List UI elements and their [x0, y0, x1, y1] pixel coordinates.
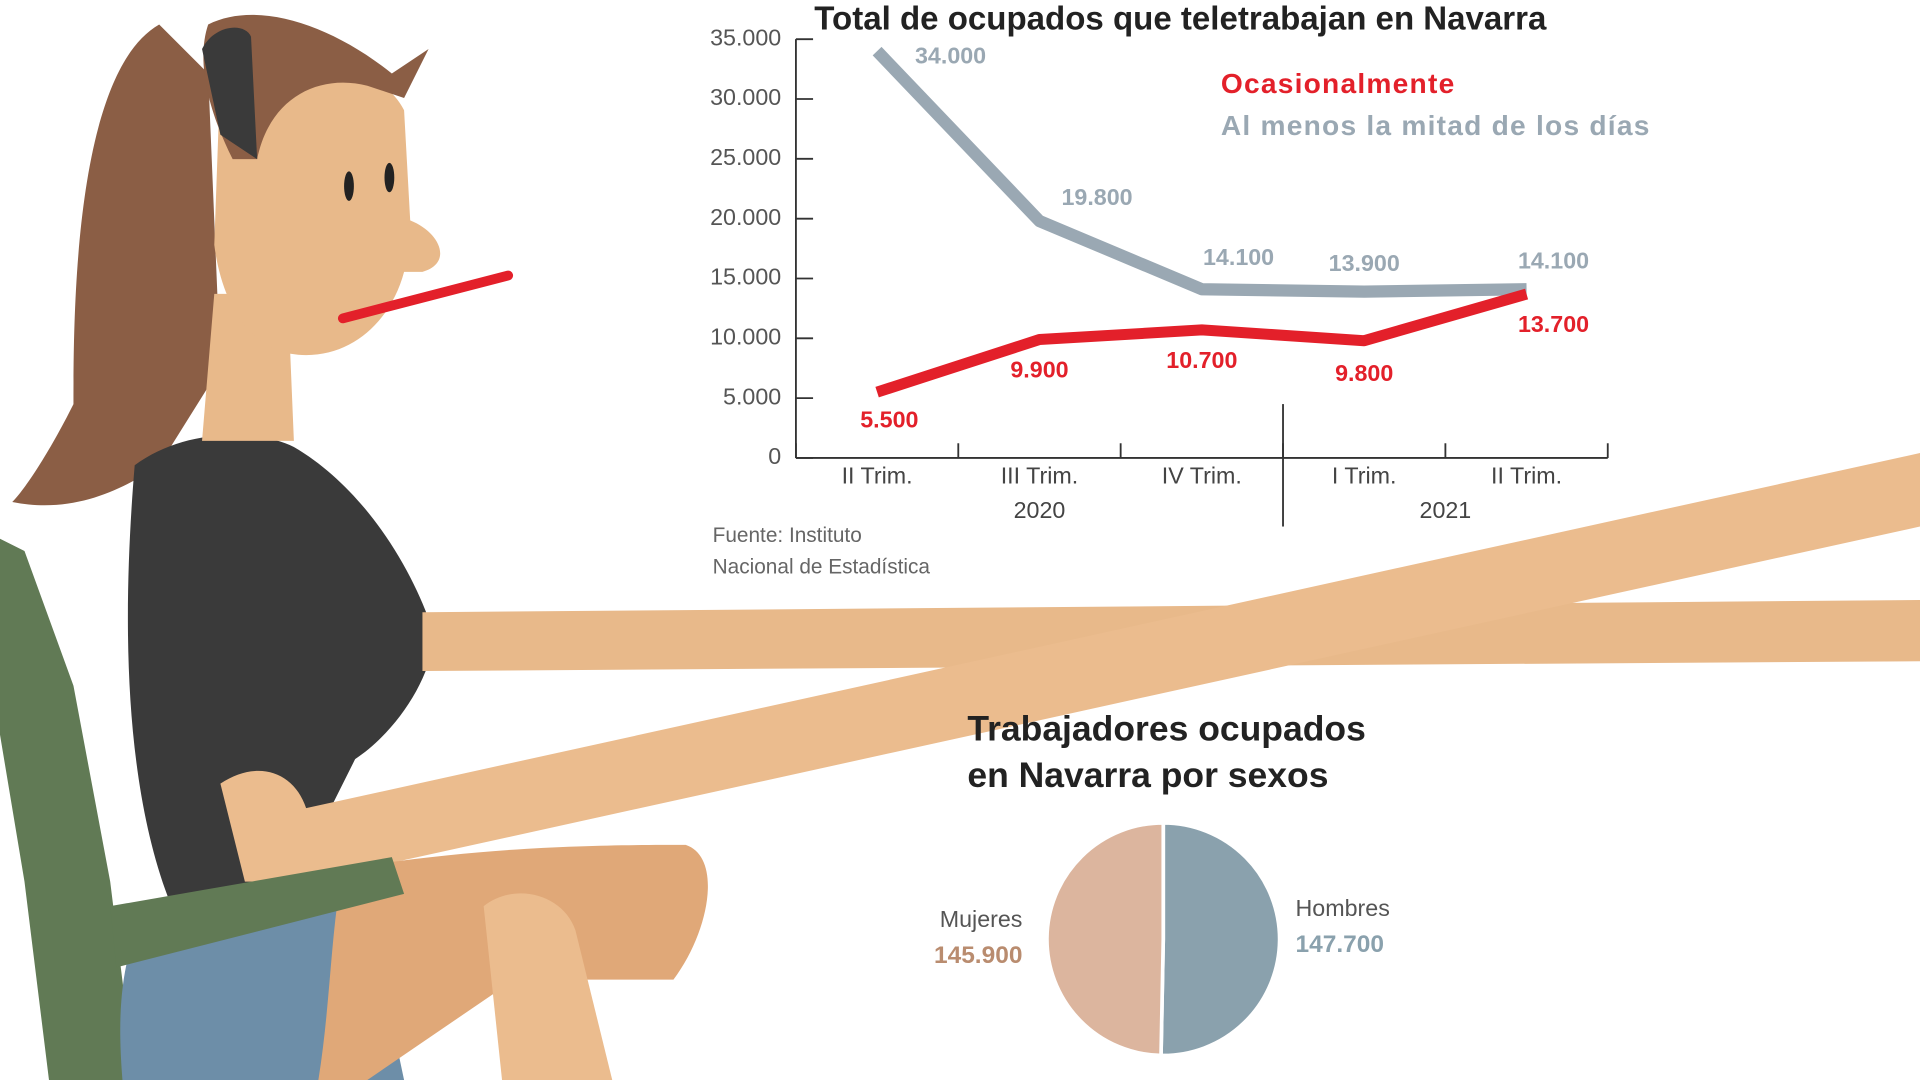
pie-slice — [1159, 821, 1282, 1058]
data-label: 14.100 — [1518, 247, 1589, 273]
chart-title: Total de ocupados que teletrabajan en Na… — [814, 1, 1547, 38]
y-tick-label: 25.000 — [710, 144, 781, 170]
source: Nacional de Estadística — [713, 556, 931, 579]
legend-entry: Al menos la mitad de los días — [1221, 110, 1651, 141]
x-tick-label: I Trim. — [1332, 463, 1397, 489]
eye — [344, 171, 354, 201]
y-tick-label: 35.000 — [710, 24, 781, 50]
year-label: 2021 — [1420, 497, 1472, 523]
y-tick-label: 5.000 — [723, 383, 781, 409]
hair — [12, 24, 221, 506]
series-line — [872, 46, 1527, 298]
pie-label: Mujeres — [940, 906, 1023, 932]
data-label: 5.500 — [860, 407, 918, 433]
charts: Total de ocupados que teletrabajan en Na… — [710, 1, 1651, 1058]
arm — [220, 453, 1920, 882]
eye — [384, 162, 395, 193]
pencil — [337, 270, 514, 324]
series-line — [875, 288, 1529, 398]
x-tick-label: II Trim. — [842, 463, 913, 489]
chart-title: en Navarra por sexos — [967, 755, 1328, 795]
y-tick-label: 20.000 — [710, 204, 781, 230]
hair-top — [203, 14, 429, 160]
pie-value: 145.900 — [934, 942, 1022, 969]
illustration — [0, 14, 1920, 1080]
data-label: 10.700 — [1166, 347, 1237, 373]
data-label: 19.800 — [1061, 184, 1132, 210]
x-tick-label: II Trim. — [1491, 463, 1562, 489]
data-label: 9.800 — [1335, 360, 1393, 386]
data-label: 13.700 — [1518, 311, 1589, 337]
knee — [483, 893, 613, 1080]
data-label: 9.900 — [1010, 356, 1068, 382]
chair-arm — [110, 857, 405, 968]
y-tick-label: 15.000 — [710, 264, 781, 290]
chair-back — [0, 538, 135, 1080]
data-label: 34.000 — [915, 42, 986, 68]
pie-label: Hombres — [1296, 895, 1390, 921]
source: Fuente: Instituto — [713, 524, 862, 547]
x-tick-label: III Trim. — [1001, 463, 1079, 489]
pie-value: 147.700 — [1296, 931, 1384, 958]
data-label: 14.100 — [1203, 244, 1274, 270]
y-tick-label: 30.000 — [710, 84, 781, 110]
pie-slice — [1045, 821, 1166, 1058]
data-label: 13.900 — [1329, 250, 1400, 276]
legend-entry: Ocasionalmente — [1221, 68, 1456, 99]
year-label: 2020 — [1014, 497, 1066, 523]
headband — [202, 27, 258, 160]
face — [214, 55, 441, 356]
y-tick-label: 10.000 — [710, 323, 781, 349]
y-tick-label: 0 — [768, 443, 781, 469]
shirt — [127, 434, 435, 907]
chart-title: Trabajadores ocupados — [967, 708, 1366, 748]
x-tick-label: IV Trim. — [1162, 463, 1242, 489]
